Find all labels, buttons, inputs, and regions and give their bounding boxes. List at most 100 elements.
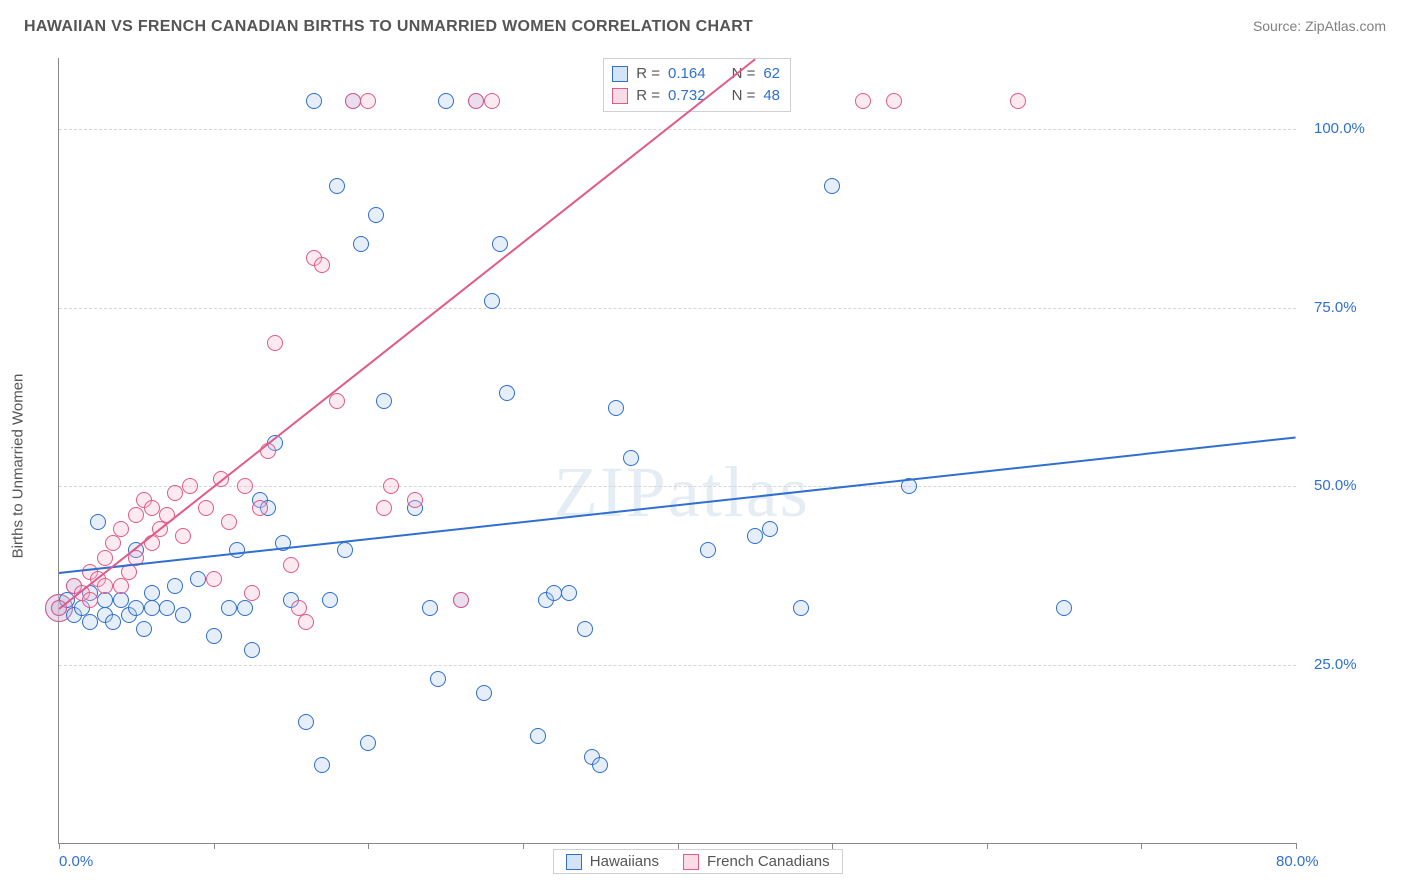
stat-n-label: N = [732, 85, 756, 107]
stat-n-value: 48 [763, 85, 780, 107]
x-tick [1296, 843, 1297, 849]
data-point [182, 478, 198, 494]
data-point [546, 585, 562, 601]
data-point [360, 735, 376, 751]
x-tick [523, 843, 524, 849]
data-point [198, 500, 214, 516]
legend-swatch [612, 66, 628, 82]
data-point [113, 521, 129, 537]
y-tick-label: 25.0% [1314, 656, 1357, 673]
source-prefix: Source: [1253, 18, 1305, 34]
data-point [237, 478, 253, 494]
gridline [59, 308, 1296, 309]
data-point [128, 507, 144, 523]
x-tick-label: 80.0% [1276, 853, 1319, 870]
page-title: HAWAIIAN VS FRENCH CANADIAN BIRTHS TO UN… [24, 18, 753, 36]
data-point [476, 685, 492, 701]
data-point [438, 93, 454, 109]
data-point [314, 257, 330, 273]
data-point [376, 393, 392, 409]
data-point [484, 293, 500, 309]
chart-container: Births to Unmarried Women ZIPatlas R = 0… [24, 48, 1386, 884]
data-point [337, 542, 353, 558]
data-point [1056, 600, 1072, 616]
data-point [105, 614, 121, 630]
data-point [468, 93, 484, 109]
data-point [886, 93, 902, 109]
data-point [499, 385, 515, 401]
data-point [492, 236, 508, 252]
data-point [407, 492, 423, 508]
data-point [82, 614, 98, 630]
data-point [221, 600, 237, 616]
data-point [824, 178, 840, 194]
data-point [314, 757, 330, 773]
data-point [128, 600, 144, 616]
data-point [144, 500, 160, 516]
data-point [430, 671, 446, 687]
stat-r-label: R = [636, 63, 660, 85]
data-point [747, 528, 763, 544]
data-point [360, 93, 376, 109]
data-point [229, 542, 245, 558]
data-point [159, 600, 175, 616]
data-point [175, 528, 191, 544]
plot-area: ZIPatlas R = 0.164N = 62R = 0.732N = 48 … [58, 58, 1296, 844]
x-tick-label: 0.0% [59, 853, 93, 870]
data-point [113, 578, 129, 594]
data-point [561, 585, 577, 601]
data-point [855, 93, 871, 109]
data-point [608, 400, 624, 416]
data-point [221, 514, 237, 530]
legend-item: Hawaiians [566, 853, 659, 870]
data-point [484, 93, 500, 109]
data-point [298, 614, 314, 630]
data-point [206, 571, 222, 587]
x-tick [214, 843, 215, 849]
source-attribution: Source: ZipAtlas.com [1253, 18, 1386, 34]
series-legend: Hawaiians French Canadians [553, 849, 843, 874]
x-tick [987, 843, 988, 849]
data-point [105, 535, 121, 551]
data-point [762, 521, 778, 537]
data-point [353, 236, 369, 252]
data-point [1010, 93, 1026, 109]
data-point [592, 757, 608, 773]
stat-r-value: 0.164 [668, 63, 706, 85]
data-point [190, 571, 206, 587]
y-tick-label: 75.0% [1314, 299, 1357, 316]
data-point [700, 542, 716, 558]
data-point [383, 478, 399, 494]
data-point [793, 600, 809, 616]
stat-r-label: R = [636, 85, 660, 107]
legend-swatch [612, 88, 628, 104]
stats-legend-row: R = 0.164N = 62 [612, 63, 780, 85]
data-point [623, 450, 639, 466]
legend-swatch [566, 854, 582, 870]
y-tick-label: 100.0% [1314, 120, 1365, 137]
data-point [345, 93, 361, 109]
data-point [252, 500, 268, 516]
stat-n-value: 62 [763, 63, 780, 85]
data-point [244, 585, 260, 601]
data-point [175, 607, 191, 623]
data-point [329, 178, 345, 194]
data-point [244, 642, 260, 658]
legend-label: Hawaiians [590, 853, 659, 870]
x-tick [1141, 843, 1142, 849]
data-point [97, 550, 113, 566]
data-point [453, 592, 469, 608]
data-point [283, 557, 299, 573]
source-name: ZipAtlas.com [1305, 18, 1386, 34]
data-point [97, 592, 113, 608]
data-point [530, 728, 546, 744]
data-point [577, 621, 593, 637]
legend-label: French Canadians [707, 853, 830, 870]
data-point [422, 600, 438, 616]
data-point [90, 514, 106, 530]
trend-line [59, 436, 1296, 574]
y-tick-label: 50.0% [1314, 477, 1357, 494]
trend-line [58, 58, 755, 609]
y-axis-label: Births to Unmarried Women [10, 374, 27, 559]
data-point [167, 578, 183, 594]
